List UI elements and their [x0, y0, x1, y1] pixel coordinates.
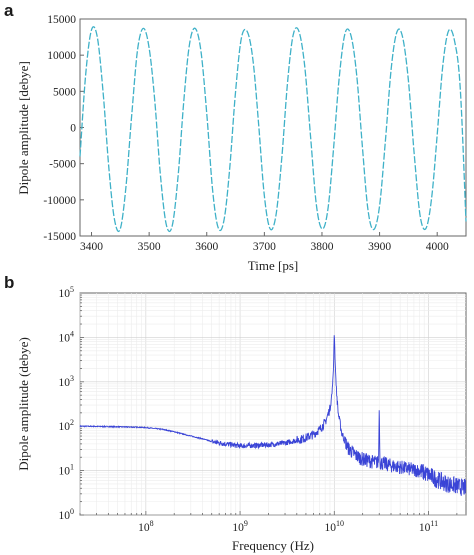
panel-b-gridlines [79, 293, 466, 516]
panel-b-x-tick-label: 1010 [325, 519, 345, 534]
panel-a-letter: a [4, 1, 14, 20]
panel-a-y-tick-label: 15000 [47, 14, 76, 26]
panel-a-y-tick-label: 10000 [47, 50, 76, 62]
panel-a-x-tick-label: 3500 [138, 241, 161, 253]
panel-a-y-tick-label: 0 [70, 123, 76, 135]
panel-a-x-tick-label: 3400 [80, 241, 103, 253]
panel-b-y-tick-label: 104 [59, 329, 75, 344]
panel-b-y-axis-label: Dipole amplitude (debye) [16, 337, 31, 471]
panel-b-letter: b [4, 273, 14, 292]
panel-b-x-tick-label: 1011 [419, 519, 438, 534]
panel-a-series-line [79, 26, 467, 233]
panel-a-y-tick-label: -15000 [43, 231, 76, 243]
panel-a-x-tick-label: 3600 [195, 241, 218, 253]
panel-b-plot-frame [79, 292, 467, 516]
panel-a-y-tick-label: -10000 [43, 195, 76, 207]
panel-b-y-tick-label: 103 [59, 374, 75, 389]
panel-b-x-axis-label: Frequency (Hz) [232, 538, 314, 553]
panel-a-x-tick-label: 3800 [310, 241, 333, 253]
panel-b-y-tick-label: 105 [59, 285, 75, 300]
panel-a-chart: 3400 3500 3600 3700 3800 3900 4000 -15000 -10000… [16, 14, 467, 273]
panel-a-x-axis-label: Time [ps] [248, 258, 298, 273]
panel-a-ticks: 3400 3500 3600 3700 3800 3900 4000 -15000 -10000… [43, 14, 449, 253]
panel-b-x-tick-label: 109 [232, 519, 248, 534]
panel-b-series-line [79, 335, 467, 496]
panel-a-y-axis-label: Dipole amplitude [debye] [16, 61, 31, 195]
panel-a-y-tick-label: -5000 [49, 159, 76, 171]
panel-a-x-tick-label: 4000 [426, 241, 449, 253]
panel-a-y-tick-label: 5000 [53, 86, 76, 98]
panel-b-y-tick-label: 101 [59, 463, 75, 478]
panel-b-y-tick-label: 102 [59, 418, 75, 433]
panel-b-x-tick-label: 108 [138, 519, 154, 534]
panel-a-x-tick-label: 3700 [253, 241, 276, 253]
panel-b-y-tick-label: 100 [59, 507, 75, 522]
panel-a-x-tick-label: 3900 [368, 241, 391, 253]
panel-b-ticks: 108 109 1010 1011 100 101 102 103 104 105 [59, 285, 458, 534]
panel-b-chart: 108 109 1010 1011 100 101 102 103 104 105 Frequen… [16, 285, 467, 553]
